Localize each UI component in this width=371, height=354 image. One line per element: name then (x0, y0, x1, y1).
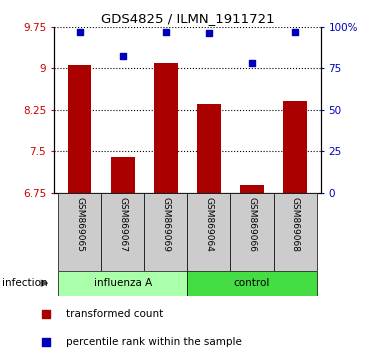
Point (120, 54, 126, 59)
Bar (101, 193, 144, 271)
Bar (187, 271, 316, 296)
Point (43, 339, 49, 345)
Text: infection: infection (2, 278, 47, 288)
Bar (197, 104, 221, 193)
Bar (187, 193, 230, 271)
Bar (240, 185, 264, 193)
Text: GSM869069: GSM869069 (161, 197, 170, 252)
Point (77, 29, 83, 34)
Text: GSM869064: GSM869064 (204, 197, 213, 252)
Text: percentile rank within the sample: percentile rank within the sample (66, 337, 242, 347)
Bar (230, 193, 273, 271)
Text: influenza A: influenza A (93, 278, 152, 288)
Bar (273, 193, 316, 271)
Point (249, 60, 255, 66)
Bar (111, 157, 135, 193)
Bar (144, 193, 187, 271)
Point (292, 29, 298, 34)
Title: GDS4825 / ILMN_1911721: GDS4825 / ILMN_1911721 (101, 12, 274, 25)
Text: control: control (234, 278, 270, 288)
Point (163, 29, 169, 34)
Text: GSM869066: GSM869066 (247, 197, 256, 252)
Text: GSM869067: GSM869067 (118, 197, 127, 252)
Bar (283, 102, 307, 193)
Bar (58, 271, 187, 296)
Text: GSM869065: GSM869065 (75, 197, 84, 252)
Point (43, 312, 49, 317)
Bar (154, 63, 178, 193)
Bar (58, 193, 101, 271)
Bar (68, 65, 92, 193)
Text: GSM869068: GSM869068 (290, 197, 299, 252)
Point (206, 30, 212, 36)
Text: transformed count: transformed count (66, 309, 163, 320)
